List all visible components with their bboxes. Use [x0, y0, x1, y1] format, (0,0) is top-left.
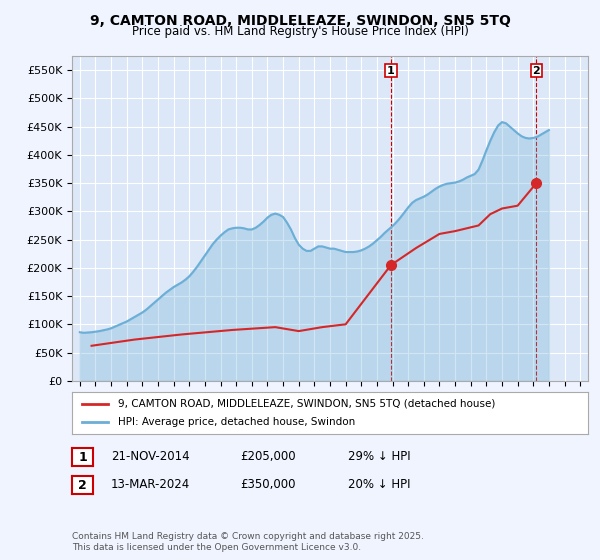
Text: 2: 2	[533, 66, 540, 76]
Text: 1: 1	[78, 451, 87, 464]
Text: 9, CAMTON ROAD, MIDDLELEAZE, SWINDON, SN5 5TQ (detached house): 9, CAMTON ROAD, MIDDLELEAZE, SWINDON, SN…	[118, 399, 496, 409]
Text: Price paid vs. HM Land Registry's House Price Index (HPI): Price paid vs. HM Land Registry's House …	[131, 25, 469, 38]
Text: £350,000: £350,000	[240, 478, 296, 491]
Text: £205,000: £205,000	[240, 450, 296, 463]
Text: Contains HM Land Registry data © Crown copyright and database right 2025.
This d: Contains HM Land Registry data © Crown c…	[72, 532, 424, 552]
Text: HPI: Average price, detached house, Swindon: HPI: Average price, detached house, Swin…	[118, 417, 356, 427]
Text: 9, CAMTON ROAD, MIDDLELEAZE, SWINDON, SN5 5TQ: 9, CAMTON ROAD, MIDDLELEAZE, SWINDON, SN…	[89, 14, 511, 28]
Text: 1: 1	[387, 66, 395, 76]
Text: 13-MAR-2024: 13-MAR-2024	[111, 478, 190, 491]
Text: 21-NOV-2014: 21-NOV-2014	[111, 450, 190, 463]
Text: 2: 2	[78, 479, 87, 492]
Text: 20% ↓ HPI: 20% ↓ HPI	[348, 478, 410, 491]
Text: 29% ↓ HPI: 29% ↓ HPI	[348, 450, 410, 463]
